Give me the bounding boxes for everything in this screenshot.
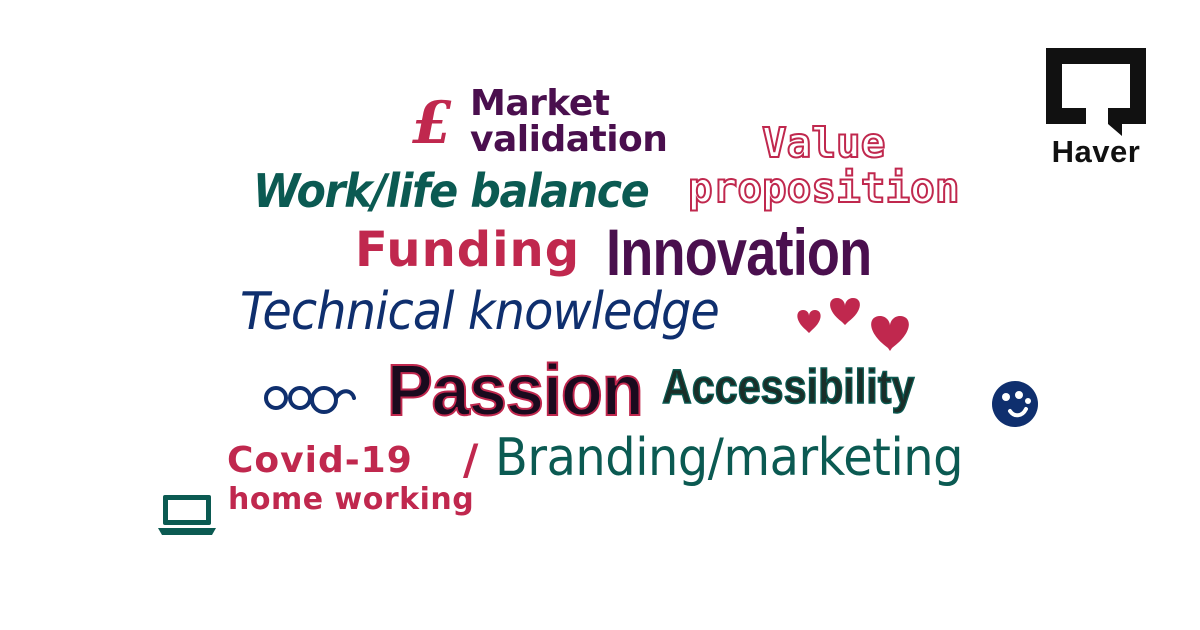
logo-text: Haver xyxy=(1051,134,1141,169)
heart-large-icon xyxy=(871,316,909,351)
word-proposition: proposition xyxy=(687,164,961,212)
word-covid: Covid-19 xyxy=(227,440,413,481)
word-technical-knowledge: Technical knowledge xyxy=(240,282,720,342)
heart-small-icon xyxy=(797,310,821,333)
speech-bracket-icon xyxy=(1046,48,1146,136)
pound-icon: £ xyxy=(412,89,453,157)
word-home-working: home working xyxy=(228,482,475,517)
smiley-icon xyxy=(992,381,1038,427)
word-value: Value xyxy=(761,119,886,167)
heart-medium-icon xyxy=(830,298,860,325)
word-passion: Passion xyxy=(386,351,645,431)
glasses-icon xyxy=(264,386,356,414)
heart-icon xyxy=(797,298,909,351)
word-funding: Funding xyxy=(355,222,581,278)
word-slash: / xyxy=(463,435,479,484)
word-branding-marketing: Branding/marketing xyxy=(495,428,964,488)
laptop-icon xyxy=(158,495,216,535)
word-innovation: Innovation xyxy=(606,215,872,289)
word-worklife-balance: Work/life balance xyxy=(253,164,650,218)
word-accessibility: Accessibility xyxy=(661,361,915,414)
word-market: Market xyxy=(470,83,610,124)
word-validation: validation xyxy=(470,119,668,160)
haver-logo: Haver xyxy=(1040,44,1152,170)
